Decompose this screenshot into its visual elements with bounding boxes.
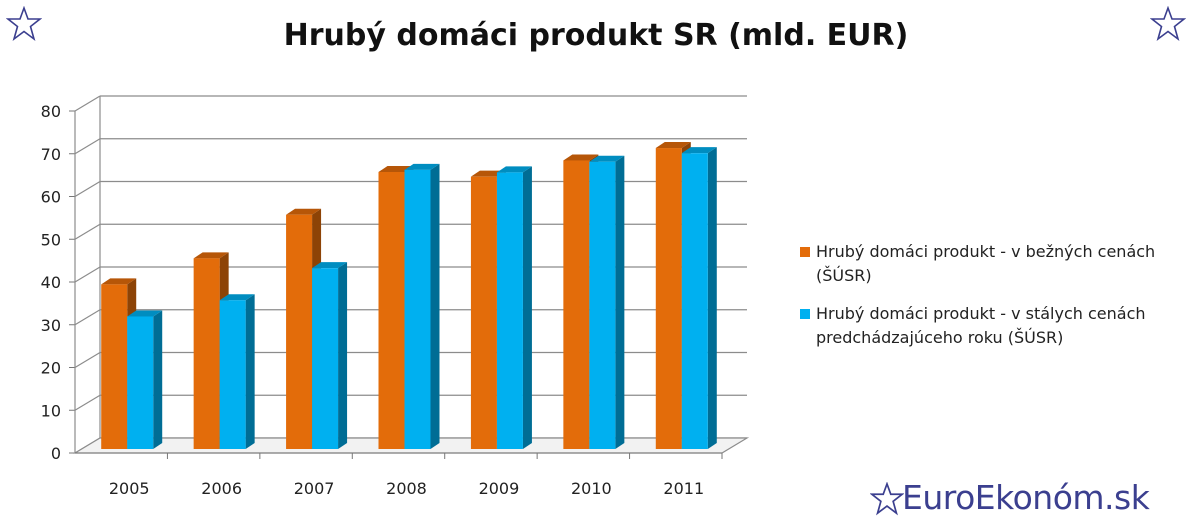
bar-top: [219, 294, 255, 301]
bar-top: [563, 154, 599, 161]
bar-chart: 0 10 20 30 40 50 60 70 80 2005 2006 2007 2008 2009 201…: [41, 95, 750, 498]
gridline-perspective: [74, 266, 101, 283]
y-tick-label: 60: [41, 188, 61, 207]
bar-front: [127, 316, 154, 449]
bar-front: [496, 172, 523, 449]
x-tick-label: 2005: [109, 479, 150, 498]
bar-top: [496, 166, 532, 173]
chart-legend: Hrubý domáci produkt - v bežných cenách …: [800, 240, 1180, 364]
bar-side: [245, 294, 255, 449]
x-tick-label: 2007: [294, 479, 335, 498]
bar-top: [127, 310, 163, 317]
bar-front: [219, 300, 246, 449]
bar-front: [378, 171, 405, 450]
legend-swatch-series-2: [800, 309, 810, 319]
legend-swatch-series-1: [800, 247, 810, 257]
bar-side: [615, 155, 625, 449]
bar-front: [101, 284, 128, 449]
bar-2005-series-2: [127, 310, 163, 449]
bar-front: [563, 160, 590, 449]
bar-front: [312, 268, 339, 449]
y-tick-label: 70: [41, 145, 61, 164]
bar-front: [681, 153, 708, 450]
bar-top: [312, 262, 348, 269]
gridline-perspective: [74, 351, 101, 369]
bar-2009-series-2: [496, 166, 532, 449]
star-icon: [1150, 6, 1186, 42]
bar-2006-series-2: [219, 294, 255, 449]
bar-side: [153, 310, 163, 449]
y-tick-label: 0: [51, 444, 61, 463]
bar-2008-series-2: [404, 163, 440, 449]
y-tick-label: 20: [41, 359, 61, 378]
bar-side: [430, 163, 440, 449]
bar-2007-series-2: [312, 262, 348, 449]
bar-top: [286, 208, 322, 215]
bar-2010-series-2: [589, 155, 625, 449]
x-tick-label: 2008: [386, 479, 427, 498]
legend-label-series-2: Hrubý domáci produkt - v stálych cenách …: [816, 304, 1146, 347]
chart-title: Hrubý domáci produkt SR (mld. EUR): [283, 18, 909, 53]
bar-top: [681, 147, 717, 154]
bar-top: [404, 163, 440, 170]
bar-front: [404, 169, 431, 449]
gridline-perspective: [74, 223, 101, 240]
gridline-perspective: [74, 180, 101, 198]
x-tick-label: 2006: [201, 479, 242, 498]
legend-item-series-2: Hrubý domáci produkt - v stálych cenách …: [800, 302, 1180, 350]
bar-side: [522, 166, 532, 449]
bar-2011-series-2: [681, 147, 717, 450]
bar-front: [193, 258, 220, 449]
bar-front: [655, 148, 682, 450]
bar-front: [286, 214, 313, 449]
bar-top: [193, 252, 229, 259]
star-icon: [6, 6, 42, 42]
gridline-perspective: [74, 95, 101, 112]
y-tick-label: 80: [41, 102, 61, 121]
star-icon: [870, 482, 904, 516]
bar-top: [655, 142, 691, 149]
gridline-perspective: [74, 138, 101, 155]
bar-front: [589, 161, 616, 449]
x-tick-label: 2010: [571, 479, 612, 498]
bar-side: [707, 147, 717, 450]
brand-logo-text: EuroEkonóm.sk: [902, 478, 1150, 517]
y-tick-label: 30: [41, 316, 61, 335]
bar-top: [101, 278, 137, 285]
bar-front: [470, 176, 497, 449]
y-tick-label: 10: [41, 401, 61, 420]
gridline-perspective: [74, 309, 101, 326]
bar-side: [338, 262, 348, 449]
y-tick-label: 50: [41, 230, 61, 249]
y-tick-label: 40: [41, 273, 61, 292]
legend-item-series-1: Hrubý domáci produkt - v bežných cenách …: [800, 240, 1180, 288]
gridline-perspective: [74, 394, 101, 411]
x-tick-label: 2011: [663, 479, 704, 498]
legend-label-series-1: Hrubý domáci produkt - v bežných cenách …: [816, 242, 1156, 285]
bar-top: [589, 155, 625, 162]
x-tick-label: 2009: [479, 479, 520, 498]
